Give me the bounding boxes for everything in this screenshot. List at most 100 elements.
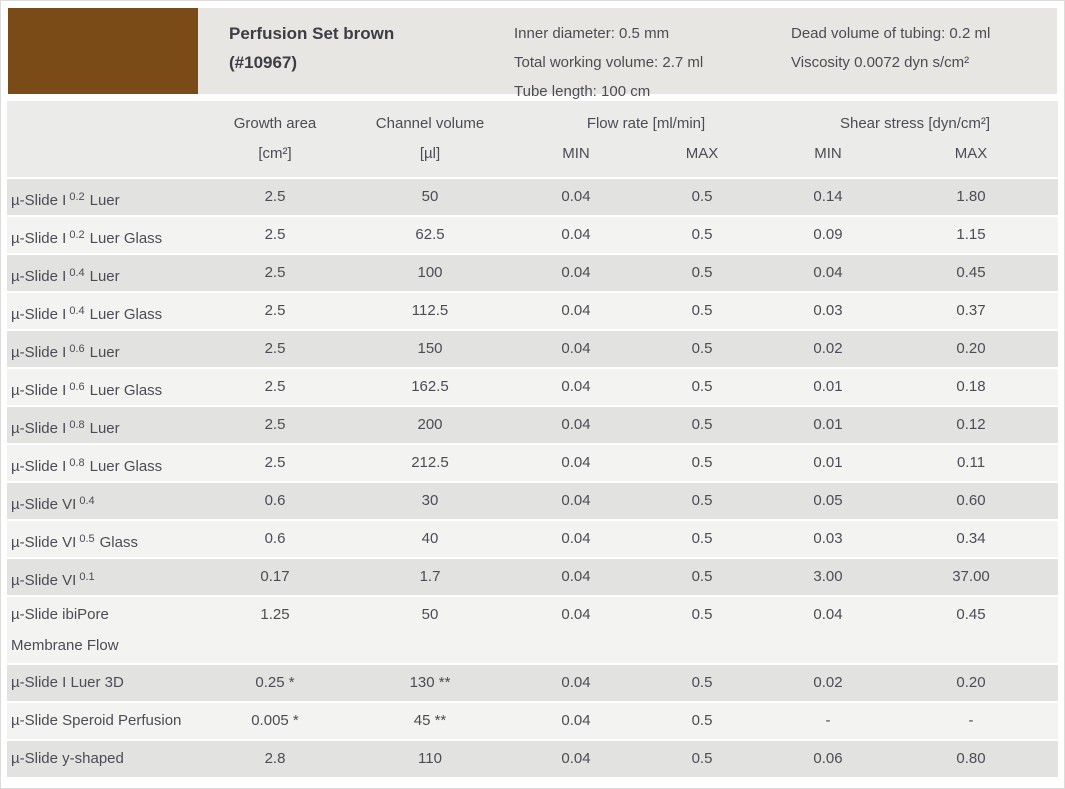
table-row: µ-Slide VI 0.4 0.6 30 0.04 0.5 0.05 0.60 [7, 483, 1058, 521]
channel-volume-cell: 62.5 [415, 226, 445, 243]
shear-stress-min-cell: 0.06 [813, 750, 843, 767]
shear-stress-min-cell: 0.14 [813, 188, 843, 205]
product-name-suffix: Luer [89, 344, 120, 361]
specs-left: Inner diameter: 0.5 mm Total working vol… [514, 19, 791, 100]
channel-volume-header: Channel volume [375, 115, 485, 132]
spec-viscosity: Viscosity 0.0072 dyn s/cm² [791, 54, 970, 71]
spec-inner-diameter: Inner diameter: 0.5 mm [514, 25, 670, 42]
flow-rate-max-cell: 0.5 [691, 416, 713, 433]
flow-rate-min-cell: 0.04 [561, 530, 591, 547]
shear-stress-max-cell: - [968, 712, 974, 729]
shear-stress-max-cell: 0.45 [956, 606, 986, 623]
product-name-text: µ-Slide Speroid Perfusion [11, 712, 182, 729]
shear-stress-max-header: MAX [954, 145, 988, 162]
flow-rate-max-cell: 0.5 [691, 568, 713, 585]
product-name-cell: µ-Slide VI 0.5 Glass [7, 521, 210, 557]
table-row: µ-Slide I 0.4 Luer 2.5 100 0.04 0.5 0.04 0… [7, 255, 1058, 293]
flow-rate-max-cell: 0.5 [691, 454, 713, 471]
channel-volume-unit: [µl] [419, 145, 441, 162]
shear-stress-min-cell: 0.01 [813, 378, 843, 395]
channel-volume-cell: 200 [417, 416, 443, 433]
product-name-superscript: 0.4 [69, 305, 85, 317]
flow-rate-min-header: MIN [562, 145, 590, 162]
shear-stress-min-cell: 0.01 [813, 454, 843, 471]
product-name-text: µ-Slide I Luer 3D [11, 674, 124, 691]
product-name-superscript: 0.4 [69, 267, 85, 279]
product-name-cell: µ-Slide I Luer 3D [7, 665, 210, 701]
product-name-cell: µ-Slide VI 0.1 [7, 559, 210, 595]
shear-stress-max-cell: 0.20 [956, 340, 986, 357]
flow-rate-max-cell: 0.5 [691, 606, 713, 623]
product-name-superscript: 0.5 [79, 533, 95, 545]
flow-rate-min-cell: 0.04 [561, 226, 591, 243]
growth-area-cell: 2.5 [264, 302, 286, 319]
growth-area-header: Growth area [233, 115, 317, 132]
shear-stress-max-cell: 0.12 [956, 416, 986, 433]
flow-rate-max-cell: 0.5 [691, 492, 713, 509]
product-name-cell: µ-Slide I 0.8 Luer [7, 407, 210, 443]
channel-volume-cell: 212.5 [411, 454, 449, 471]
spec-dead-volume: Dead volume of tubing: 0.2 ml [791, 25, 991, 42]
product-name-superscript: 0.6 [69, 343, 85, 355]
channel-volume-cell: 45 ** [413, 712, 447, 729]
growth-area-cell: 2.5 [264, 226, 286, 243]
growth-area-cell: 0.6 [264, 492, 286, 509]
flow-rate-max-header: MAX [685, 145, 719, 162]
spec-tube-length: Tube length: 100 cm [514, 83, 651, 100]
color-swatch [8, 8, 198, 94]
specs-right: Dead volume of tubing: 0.2 ml Viscosity … [791, 19, 1057, 94]
product-name-cell: µ-Slide I 0.2 Luer Glass [7, 217, 210, 253]
channel-volume-cell: 100 [417, 264, 443, 281]
product-name-text: µ-Slide VI [11, 572, 77, 589]
shear-stress-min-cell: 3.00 [813, 568, 843, 585]
shear-stress-min-header: MIN [814, 145, 842, 162]
flow-rate-min-cell: 0.04 [561, 568, 591, 585]
shear-stress-max-cell: 0.60 [956, 492, 986, 509]
spacer-cell [7, 109, 210, 139]
flow-rate-min-cell: 0.04 [561, 674, 591, 691]
product-name-cell: µ-Slide I 0.6 Luer [7, 331, 210, 367]
product-name-text: µ-Slide I [11, 268, 67, 285]
table-row: µ-Slide I 0.2 Luer 2.5 50 0.04 0.5 0.14 1.… [7, 179, 1058, 217]
flow-rate-min-cell: 0.04 [561, 378, 591, 395]
shear-stress-max-cell: 1.15 [956, 226, 986, 243]
table-row: µ-Slide I 0.4 Luer Glass 2.5 112.5 0.04 0.… [7, 293, 1058, 331]
shear-stress-min-cell: 0.03 [813, 302, 843, 319]
table-row: µ-Slide VI 0.1 0.17 1.7 0.04 0.5 3.00 37.… [7, 559, 1058, 597]
product-name-cell: µ-Slide I 0.6 Luer Glass [7, 369, 210, 405]
product-title-line1: Perfusion Set brown [229, 24, 395, 43]
product-name-superscript: 0.8 [69, 419, 85, 431]
channel-volume-cell: 162.5 [411, 378, 449, 395]
channel-volume-cell: 130 ** [409, 674, 451, 691]
flow-rate-max-cell: 0.5 [691, 264, 713, 281]
growth-area-cell: 2.5 [264, 264, 286, 281]
growth-area-cell: 0.6 [264, 530, 286, 547]
flow-rate-max-cell: 0.5 [691, 750, 713, 767]
product-name-suffix: Luer Glass [89, 306, 163, 323]
flow-rate-min-cell: 0.04 [561, 264, 591, 281]
product-name-cell: µ-Slide Speroid Perfusion [7, 703, 210, 739]
growth-area-cell: 2.8 [264, 750, 286, 767]
product-name-cell: µ-Slide I 0.8 Luer Glass [7, 445, 210, 481]
growth-area-cell: 2.5 [264, 416, 286, 433]
table-header-row-units-top: Growth area Channel volume Flow rate [ml… [7, 109, 1058, 139]
product-name-superscript: 0.6 [69, 381, 85, 393]
table-row: µ-Slide Speroid Perfusion 0.005 * 45 ** … [7, 703, 1058, 741]
table-row: µ-Slide I 0.8 Luer 2.5 200 0.04 0.5 0.01 0… [7, 407, 1058, 445]
shear-stress-max-cell: 0.45 [956, 264, 986, 281]
product-name-suffix: Luer [89, 192, 120, 209]
shear-stress-max-cell: 0.80 [956, 750, 986, 767]
product-name-superscript: 0.8 [69, 457, 85, 469]
growth-area-cell: 1.25 [260, 606, 290, 623]
shear-stress-min-cell: 0.03 [813, 530, 843, 547]
flow-rate-min-cell: 0.04 [561, 606, 591, 623]
shear-stress-min-cell: 0.04 [813, 606, 843, 623]
flow-rate-max-cell: 0.5 [691, 340, 713, 357]
table-row: µ-Slide I 0.2 Luer Glass 2.5 62.5 0.04 0.5… [7, 217, 1058, 255]
product-name-suffix: Glass [99, 534, 138, 551]
channel-volume-cell: 150 [417, 340, 443, 357]
flow-rate-min-cell: 0.04 [561, 492, 591, 509]
product-name-cell: µ-Slide I 0.2 Luer [7, 179, 210, 215]
flow-rate-min-cell: 0.04 [561, 454, 591, 471]
